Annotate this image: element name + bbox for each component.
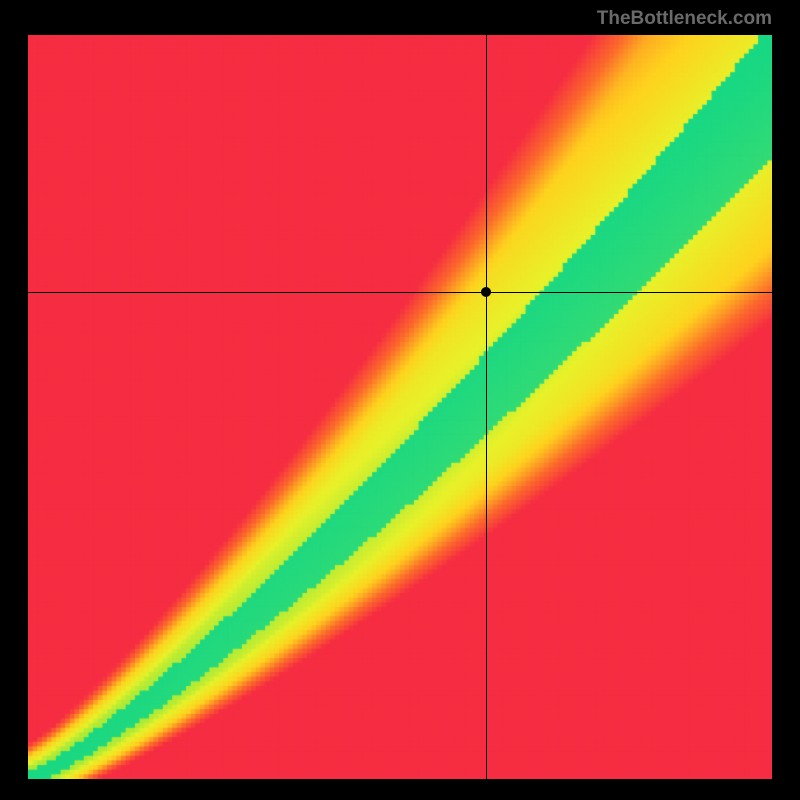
heatmap-plot xyxy=(28,35,772,779)
heatmap-canvas xyxy=(28,35,772,779)
attribution-text: TheBottleneck.com xyxy=(597,8,772,30)
